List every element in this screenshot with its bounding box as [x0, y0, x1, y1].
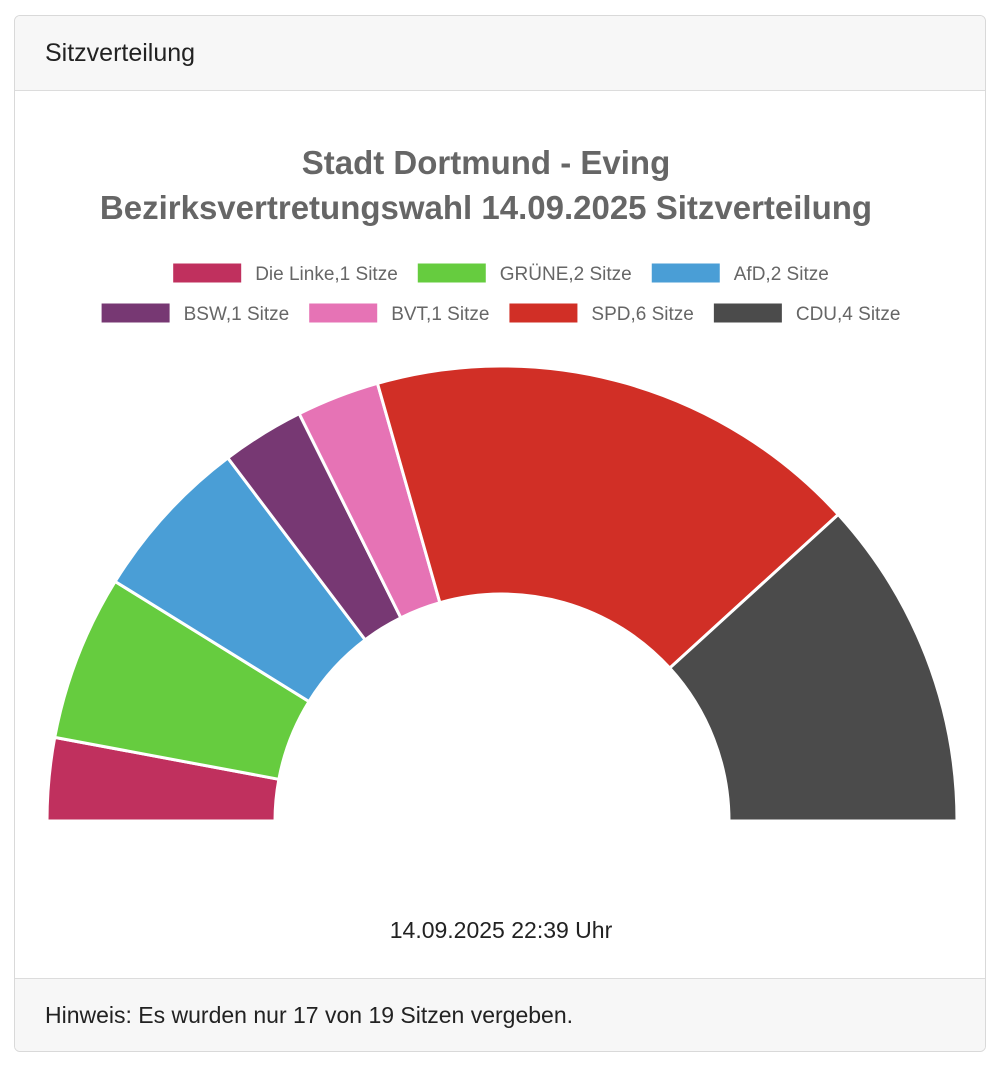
legend-label-2[interactable]: AfD,2 Sitze: [734, 264, 829, 285]
chart-timestamp: 14.09.2025 22:39 Uhr: [390, 917, 613, 943]
chart-title-line-2: Bezirksvertretungswahl 14.09.2025 Sitzve…: [100, 189, 872, 226]
legend-swatch-2[interactable]: [651, 263, 720, 283]
legend-label-5[interactable]: SPD,6 Sitze: [591, 304, 693, 325]
legend-swatch-3[interactable]: [101, 303, 170, 323]
legend-swatch-0[interactable]: [173, 263, 242, 283]
legend-swatch-6[interactable]: [713, 303, 782, 323]
legend-swatch-1[interactable]: [417, 263, 486, 283]
slice-cdu[interactable]: [667, 512, 959, 823]
legend-label-6[interactable]: CDU,4 Sitze: [796, 304, 901, 325]
seat-distribution-chart: Stadt Dortmund - Eving Bezirksvertretung…: [45, 144, 959, 943]
chart-title-line-1: Stadt Dortmund - Eving: [302, 144, 670, 181]
legend-label-4[interactable]: BVT,1 Sitze: [391, 304, 489, 325]
chart-slices: [45, 364, 959, 823]
card-footer-note: Hinweis: Es wurden nur 17 von 19 Sitzen …: [15, 978, 985, 1051]
chart-container: Stadt Dortmund - Eving Bezirksvertretung…: [15, 92, 985, 978]
legend-label-0[interactable]: Die Linke,1 Sitze: [255, 264, 398, 285]
card-header: Sitzverteilung: [15, 16, 985, 91]
seat-distribution-card: Sitzverteilung Stadt Dortmund - Eving Be…: [14, 15, 986, 1052]
slice-spd[interactable]: [375, 364, 841, 671]
legend-swatch-4[interactable]: [309, 303, 378, 323]
legend-label-1[interactable]: GRÜNE,2 Sitze: [500, 264, 632, 285]
legend-swatch-5[interactable]: [509, 303, 578, 323]
legend-label-3[interactable]: BSW,1 Sitze: [184, 304, 290, 325]
chart-legend: Die Linke,1 Sitze GRÜNE,2 Sitze AfD,2 Sitz…: [101, 263, 901, 325]
